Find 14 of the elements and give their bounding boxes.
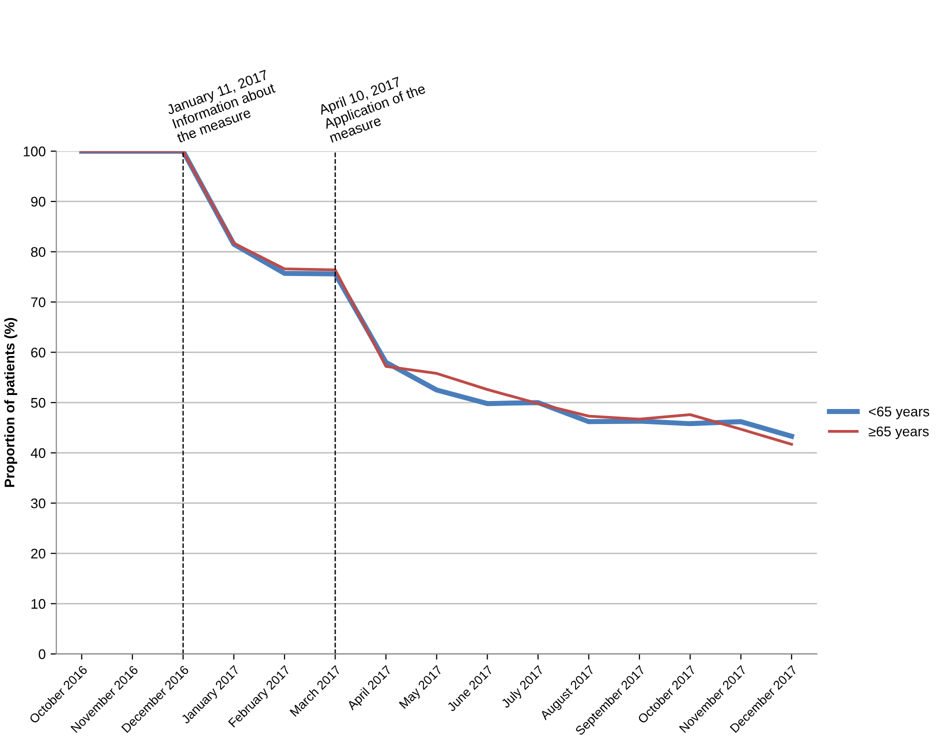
y-tick-label: 10 — [32, 599, 46, 609]
y-tick-label: 20 — [31, 548, 46, 559]
legend-label: <65 years — [869, 406, 930, 420]
y-tick-label: 70 — [31, 297, 46, 308]
y-tick-label: 60 — [31, 348, 46, 358]
y-tick-label: 90 — [31, 196, 46, 207]
y-axis-title: Proportion of patients (%) — [4, 318, 18, 487]
y-tick-label: 80 — [31, 247, 46, 257]
legend-label: ≥65 years — [868, 426, 929, 440]
y-tick-label: 30 — [31, 498, 46, 508]
y-tick-label: 40 — [30, 448, 46, 458]
y-tick-label: 0 — [38, 649, 46, 660]
y-tick-label: 100 — [24, 146, 46, 156]
y-tick-label: 50 — [31, 398, 46, 408]
